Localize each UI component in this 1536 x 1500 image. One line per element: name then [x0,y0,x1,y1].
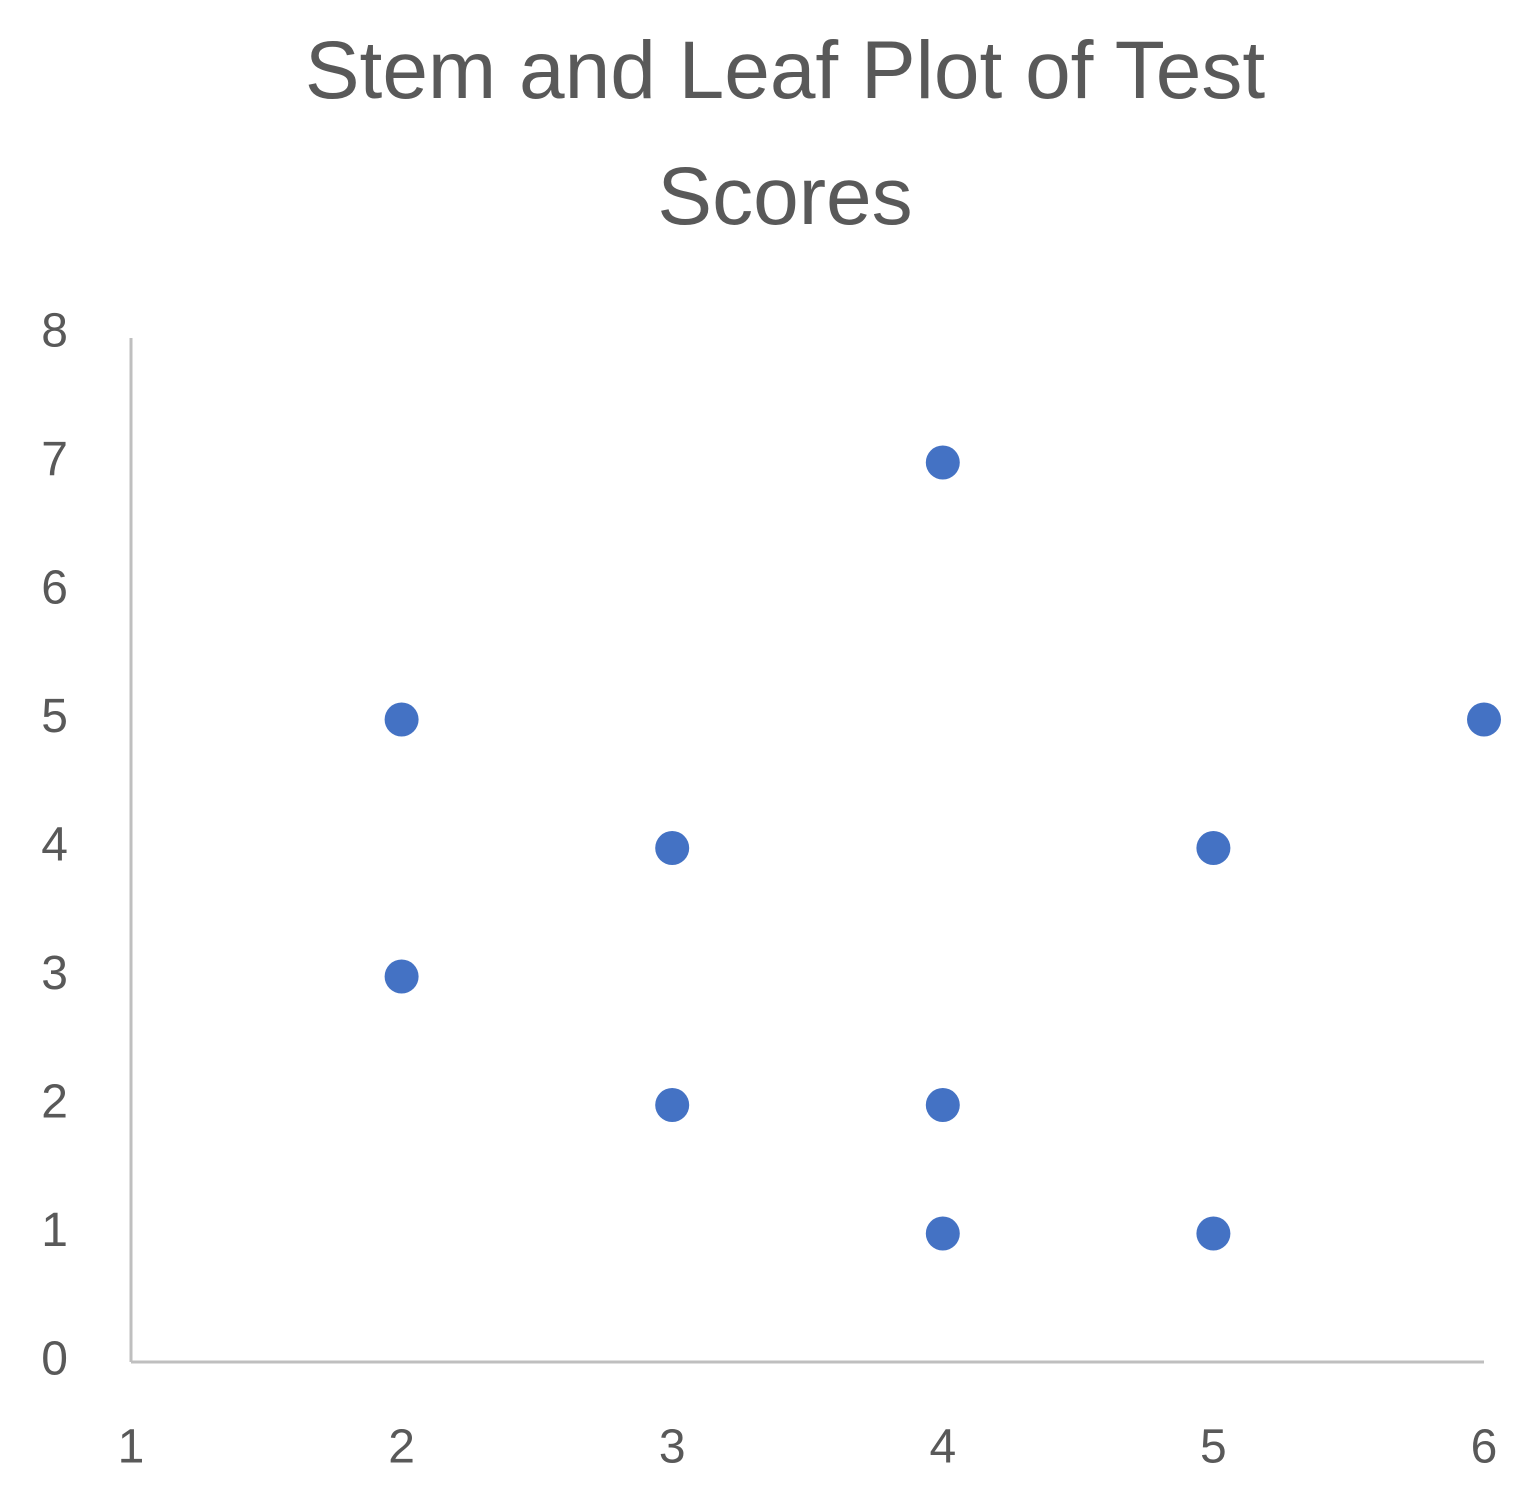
point [1196,831,1231,865]
point [925,1216,960,1251]
y-tick-label: 6 [41,562,68,615]
x-tick-label: 4 [929,1421,956,1474]
point [384,959,419,994]
chart-title: Stem and Leaf Plot of Test Scores [304,25,1266,242]
point [655,831,690,865]
point [384,702,419,737]
x-tick-label: 6 [1471,1421,1498,1474]
x-tick-label: 1 [118,1421,145,1474]
y-tick-label: 2 [41,1076,68,1129]
y-tick-label: 4 [41,819,68,872]
y-tick-label: 5 [41,690,68,743]
point [925,445,960,480]
point [1467,702,1501,737]
x-tick-label: 5 [1200,1421,1227,1474]
x-tick-label: 3 [659,1421,686,1474]
x-tick-label: 2 [388,1421,415,1474]
y-tick-label: 1 [41,1204,68,1257]
title-box: Stem and Leaf Plot of Test Scores [0,8,1536,260]
point [925,1088,960,1122]
point [655,1088,690,1122]
y-tick-label: 7 [41,433,68,486]
point [1196,1216,1231,1251]
y-tick-label: 0 [41,1333,68,1386]
y-tick-label: 3 [41,947,68,1000]
y-tick-label: 8 [41,305,68,358]
